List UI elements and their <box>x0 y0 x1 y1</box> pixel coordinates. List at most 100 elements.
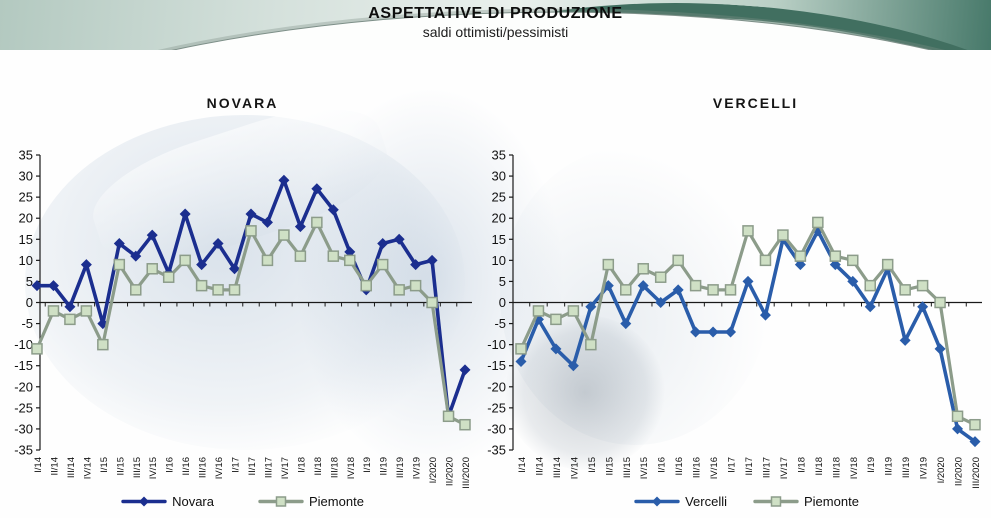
svg-text:I/16: I/16 <box>165 457 176 473</box>
svg-text:III/19: III/19 <box>901 457 912 478</box>
svg-text:II/19: II/19 <box>379 457 390 476</box>
chart-panel-novara: NOVARA -35 -30 -25 -20 -15 -10 -5 0 5 10 15 20 25 30 3… <box>0 95 485 518</box>
legend-label-novara: Novara <box>172 494 214 509</box>
svg-text:II/16: II/16 <box>674 457 685 476</box>
svg-text:30: 30 <box>19 169 33 184</box>
x-axis-labels: I/14 II/14 III/14 IV/14 I/15 II/15 III/15 IV/15… <box>517 457 982 489</box>
svg-text:15: 15 <box>19 232 33 247</box>
svg-text:III/2020: III/2020 <box>461 457 472 489</box>
svg-text:I/16: I/16 <box>657 457 668 473</box>
vercelli-series <box>515 225 981 448</box>
svg-text:III/15: III/15 <box>622 457 633 478</box>
svg-text:10: 10 <box>492 253 506 268</box>
legend-item-vercelli: Vercelli <box>634 494 727 509</box>
svg-text:II/2020: II/2020 <box>445 457 456 486</box>
svg-text:III/17: III/17 <box>761 457 772 478</box>
svg-text:IV/17: IV/17 <box>280 457 291 479</box>
svg-text:III/2020: III/2020 <box>971 457 982 489</box>
novara-series <box>31 174 471 422</box>
svg-text:III/14: III/14 <box>66 457 77 478</box>
svg-text:-10: -10 <box>14 337 33 352</box>
svg-text:III/15: III/15 <box>132 457 143 478</box>
svg-text:I/2020: I/2020 <box>428 457 439 483</box>
svg-text:III/18: III/18 <box>831 457 842 478</box>
svg-text:II/19: II/19 <box>884 457 895 476</box>
svg-text:-30: -30 <box>487 421 506 436</box>
svg-text:20: 20 <box>492 211 506 226</box>
svg-text:I/2020: I/2020 <box>936 457 947 483</box>
novara-line-chart: -35 -30 -25 -20 -15 -10 -5 0 5 10 15 20 25 30 35 I/14 II… <box>14 148 472 489</box>
svg-text:-25: -25 <box>14 400 33 415</box>
svg-text:III/19: III/19 <box>395 457 406 478</box>
svg-text:IV/16: IV/16 <box>709 457 720 479</box>
svg-text:-20: -20 <box>14 379 33 394</box>
legend-item-piemonte: Piemonte <box>753 494 859 509</box>
svg-text:-15: -15 <box>14 358 33 373</box>
svg-text:II/14: II/14 <box>534 457 545 476</box>
svg-text:I/15: I/15 <box>587 457 598 473</box>
svg-text:5: 5 <box>499 274 506 289</box>
svg-text:II/15: II/15 <box>115 457 126 476</box>
svg-text:10: 10 <box>19 253 33 268</box>
legend-vercelli: Vercelli Piemonte <box>486 494 991 509</box>
chart-title-novara: NOVARA <box>206 95 279 111</box>
svg-text:III/17: III/17 <box>263 457 274 478</box>
svg-text:35: 35 <box>492 148 506 163</box>
svg-text:II/14: II/14 <box>49 457 60 476</box>
svg-text:IV/17: IV/17 <box>779 457 790 479</box>
svg-text:I/18: I/18 <box>296 457 307 473</box>
svg-text:IV/14: IV/14 <box>569 457 580 479</box>
svg-text:II/15: II/15 <box>604 457 615 476</box>
svg-text:-15: -15 <box>487 358 506 373</box>
page-subtitle: saldi ottimisti/pessimisti <box>422 24 569 40</box>
svg-text:0: 0 <box>26 295 33 310</box>
chart-panel-vercelli: VERCELLI -35 -30 -25 -20 -15 -10 -5 0 5 10 15 20 25 3… <box>486 95 991 518</box>
svg-text:15: 15 <box>492 232 506 247</box>
svg-text:-5: -5 <box>21 316 33 331</box>
svg-text:-35: -35 <box>14 443 33 458</box>
svg-text:II/17: II/17 <box>247 457 258 476</box>
vercelli-series-marker-icon <box>634 496 680 507</box>
svg-text:-10: -10 <box>487 337 506 352</box>
svg-text:II/17: II/17 <box>744 457 755 476</box>
svg-text:5: 5 <box>26 274 33 289</box>
svg-text:III/14: III/14 <box>552 457 563 478</box>
svg-text:I/15: I/15 <box>99 457 110 473</box>
legend-label-vercelli: Vercelli <box>685 494 727 509</box>
piemonte-series <box>515 216 981 431</box>
page-title: ASPETTATIVE DI PRODUZIONE <box>368 5 623 22</box>
svg-text:II/18: II/18 <box>814 457 825 476</box>
svg-text:II/18: II/18 <box>313 457 324 476</box>
svg-text:IV/15: IV/15 <box>639 457 650 479</box>
svg-text:IV/19: IV/19 <box>919 457 930 479</box>
x-axis <box>513 301 982 307</box>
svg-text:-25: -25 <box>487 400 506 415</box>
svg-text:25: 25 <box>19 190 33 205</box>
svg-text:I/14: I/14 <box>517 457 528 473</box>
svg-text:-20: -20 <box>487 379 506 394</box>
vercelli-line-chart: -35 -30 -25 -20 -15 -10 -5 0 5 10 15 20 25 30 35 I/14 II… <box>487 148 982 489</box>
novara-series-marker-icon <box>121 496 167 507</box>
svg-text:25: 25 <box>492 190 506 205</box>
legend-label-piemonte: Piemonte <box>804 494 859 509</box>
legend-novara: Novara Piemonte <box>0 494 485 509</box>
svg-text:I/17: I/17 <box>727 457 738 473</box>
chart-title-vercelli: VERCELLI <box>712 95 799 111</box>
svg-text:I/19: I/19 <box>362 457 373 473</box>
svg-text:IV/15: IV/15 <box>148 457 159 479</box>
svg-text:I/19: I/19 <box>866 457 877 473</box>
y-axis: -35 -30 -25 -20 -15 -10 -5 0 5 10 15 20 25 30 35 <box>14 148 41 458</box>
svg-text:-30: -30 <box>14 421 33 436</box>
svg-text:IV/18: IV/18 <box>849 457 860 479</box>
svg-text:I/18: I/18 <box>796 457 807 473</box>
svg-text:IV/19: IV/19 <box>412 457 423 479</box>
svg-text:I/14: I/14 <box>33 457 44 473</box>
legend-label-piemonte: Piemonte <box>309 494 364 509</box>
svg-text:IV/16: IV/16 <box>214 457 225 479</box>
piemonte-series-marker-icon <box>258 496 304 507</box>
legend-item-novara: Novara <box>121 494 214 509</box>
svg-text:II/2020: II/2020 <box>954 457 965 486</box>
svg-text:30: 30 <box>492 169 506 184</box>
svg-text:IV/14: IV/14 <box>82 457 93 479</box>
